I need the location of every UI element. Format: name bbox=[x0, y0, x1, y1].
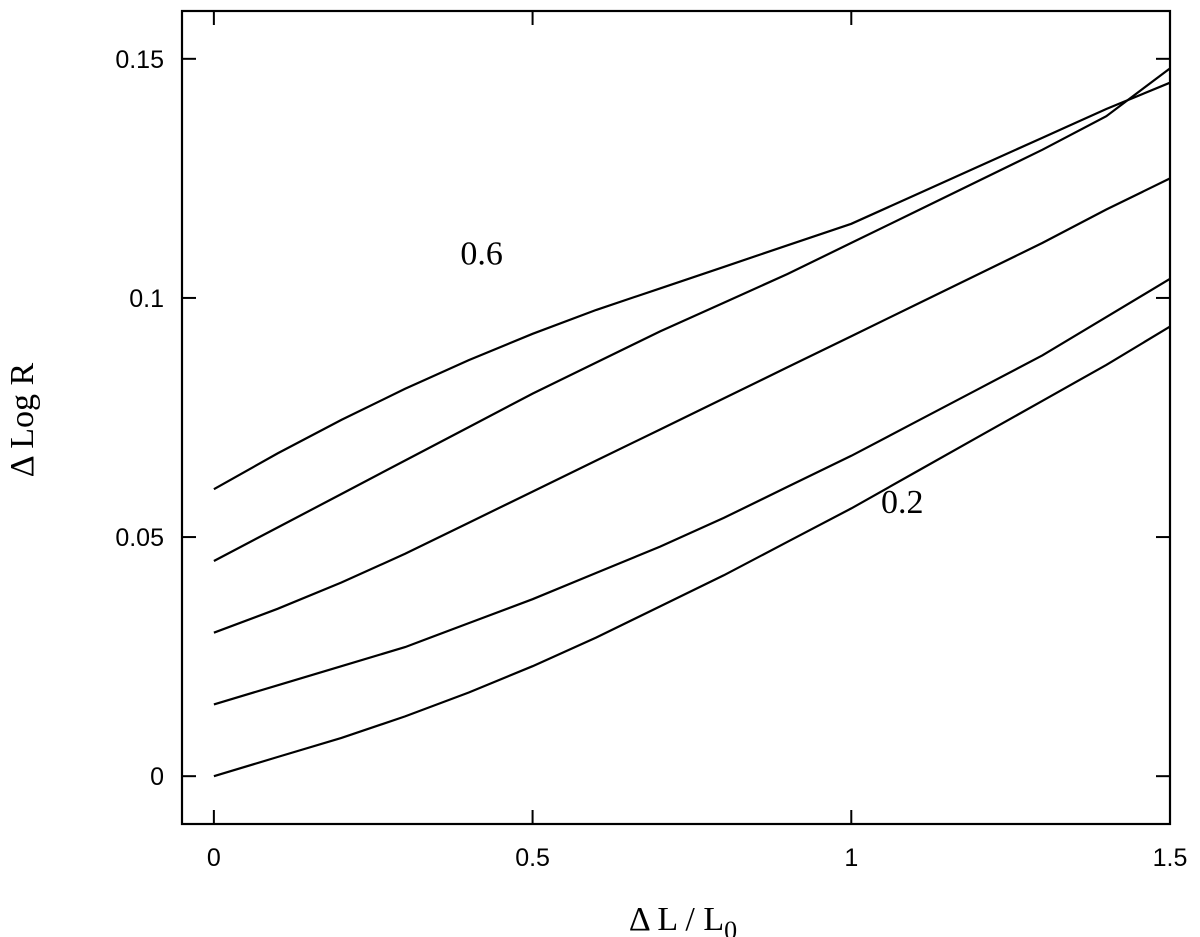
labels: 0 0.5 1 1.5 0 0.05 0.1 0.15 0.6 0.2 bbox=[115, 46, 1187, 872]
y-tick-label: 0.1 bbox=[129, 285, 164, 313]
x-tick-label: 1 bbox=[844, 844, 858, 872]
series-line-1 bbox=[213, 81, 1171, 491]
ticks bbox=[182, 11, 1171, 824]
x-tick-label: 1.5 bbox=[1153, 844, 1188, 872]
series-line-2 bbox=[213, 67, 1171, 562]
y-tick-label: 0.05 bbox=[115, 524, 164, 552]
y-axis-title: Δ Log R bbox=[4, 362, 41, 477]
x-axis-title: Δ L / L0 bbox=[629, 901, 737, 937]
plot-frame bbox=[180, 9, 1172, 826]
curve-annotation: 0.2 bbox=[881, 484, 924, 521]
x-axis-title-main: Δ L / L bbox=[629, 901, 724, 937]
series-line-3 bbox=[213, 177, 1171, 634]
x-axis-title-subscript: 0 bbox=[724, 916, 737, 937]
series-layer bbox=[213, 67, 1171, 778]
curve-annotation: 0.6 bbox=[460, 235, 503, 272]
series-line-5 bbox=[213, 325, 1171, 778]
y-tick-label: 0.15 bbox=[115, 46, 164, 74]
x-tick-label: 0.5 bbox=[515, 844, 550, 872]
x-tick-label: 0 bbox=[207, 844, 221, 872]
series-line-4 bbox=[213, 277, 1171, 706]
y-tick-label: 0 bbox=[150, 763, 164, 791]
